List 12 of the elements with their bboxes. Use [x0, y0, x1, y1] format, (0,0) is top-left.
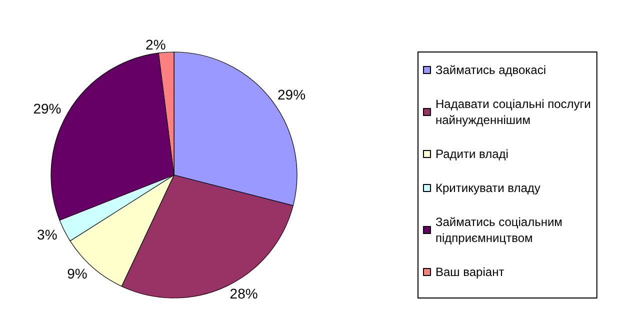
legend-label: Критикувати владу [436, 181, 540, 195]
data-label: 28% [230, 286, 258, 302]
legend-label: Займатись соціальним підприємництвом [436, 215, 562, 245]
legend-label: Ваш варіант [436, 265, 505, 279]
data-label: 9% [67, 265, 88, 282]
legend-label: Радити владі [436, 147, 508, 161]
legend-label: Займатись адвокасі [436, 63, 546, 77]
data-label: 29% [278, 86, 306, 103]
data-label: 29% [33, 100, 62, 116]
data-label: 2% [146, 36, 166, 52]
legend-label: Надавати соціальні послуги найнужденнішим [436, 97, 591, 127]
data-label: 3% [37, 226, 58, 242]
